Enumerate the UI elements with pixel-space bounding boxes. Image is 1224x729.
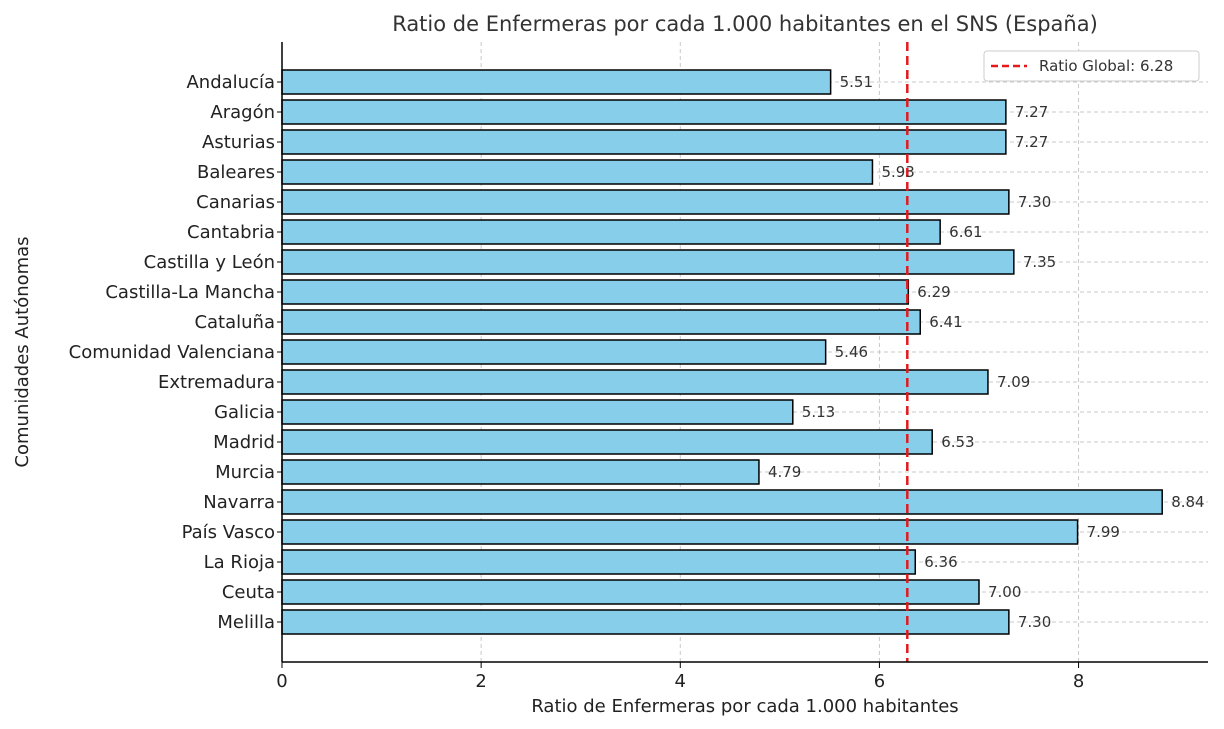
value-label: 5.93 <box>881 163 914 181</box>
bar <box>281 189 1010 215</box>
value-label: 7.30 <box>1018 613 1051 631</box>
x-tick-label: 0 <box>276 671 287 692</box>
bar <box>281 129 1007 155</box>
bar <box>281 489 1163 515</box>
category-label: Baleares <box>197 162 275 183</box>
category-label: Castilla y León <box>144 252 275 273</box>
value-label: 8.84 <box>1171 493 1204 511</box>
category-label: Asturias <box>202 132 275 153</box>
bar <box>281 429 933 455</box>
category-label: Cantabria <box>187 222 275 243</box>
value-label: 6.53 <box>941 433 974 451</box>
category-label: Murcia <box>215 462 275 483</box>
bar <box>281 219 941 245</box>
x-tick-label: 6 <box>874 671 885 692</box>
x-tick-label: 8 <box>1073 671 1084 692</box>
bar <box>281 579 980 605</box>
value-label: 7.99 <box>1087 523 1120 541</box>
value-label: 5.51 <box>840 73 873 91</box>
chart-title: Ratio de Enfermeras por cada 1.000 habit… <box>392 12 1098 36</box>
bar <box>281 69 832 95</box>
bar <box>281 339 827 365</box>
value-label: 6.61 <box>949 223 982 241</box>
value-label: 7.27 <box>1015 133 1048 151</box>
value-label: 4.79 <box>768 463 801 481</box>
x-tick-label: 4 <box>675 671 686 692</box>
category-label: Ceuta <box>222 582 275 603</box>
value-label: 5.46 <box>835 343 868 361</box>
category-label: Madrid <box>213 432 275 453</box>
bar <box>281 609 1010 635</box>
bar <box>281 369 989 395</box>
bars <box>281 69 1163 635</box>
category-label: Navarra <box>203 492 275 513</box>
category-label: País Vasco <box>182 522 275 543</box>
category-label: Castilla-La Mancha <box>105 282 275 303</box>
axes <box>277 42 1208 668</box>
bar <box>281 99 1007 125</box>
bar <box>281 249 1015 275</box>
bar <box>281 279 910 305</box>
value-label: 7.30 <box>1018 193 1051 211</box>
value-label: 6.36 <box>924 553 957 571</box>
legend: Ratio Global: 6.28 <box>983 50 1200 82</box>
category-label: Canarias <box>196 192 275 213</box>
category-label: Extremadura <box>158 372 275 393</box>
value-label: 7.35 <box>1023 253 1056 271</box>
value-label: 7.09 <box>997 373 1030 391</box>
bar <box>281 399 794 425</box>
legend-label: Ratio Global: 6.28 <box>1039 57 1173 75</box>
x-axis-label: Ratio de Enfermeras por cada 1.000 habit… <box>531 696 958 717</box>
category-label: La Rioja <box>204 552 275 573</box>
y-axis-label: Comunidades Autónomas <box>12 236 33 467</box>
value-label: 7.00 <box>988 583 1021 601</box>
value-label: 6.29 <box>917 283 950 301</box>
category-label: Cataluña <box>194 312 275 333</box>
bar <box>281 459 760 485</box>
category-label: Comunidad Valenciana <box>69 342 275 363</box>
category-label: Andalucía <box>186 72 275 93</box>
x-tick-label: 2 <box>475 671 486 692</box>
category-label: Melilla <box>217 612 275 633</box>
category-label: Galicia <box>214 402 275 423</box>
category-label: Aragón <box>210 102 275 123</box>
bar <box>281 549 917 575</box>
bar <box>281 159 874 185</box>
value-label: 5.13 <box>802 403 835 421</box>
labels: Andalucía 5.51 Aragón 7.27 Asturias 7.27 Balea… <box>69 72 1205 692</box>
bar <box>281 309 921 335</box>
value-label: 6.41 <box>929 313 962 331</box>
value-label: 7.27 <box>1015 103 1048 121</box>
bar <box>281 519 1079 545</box>
legend-box <box>983 50 1200 82</box>
